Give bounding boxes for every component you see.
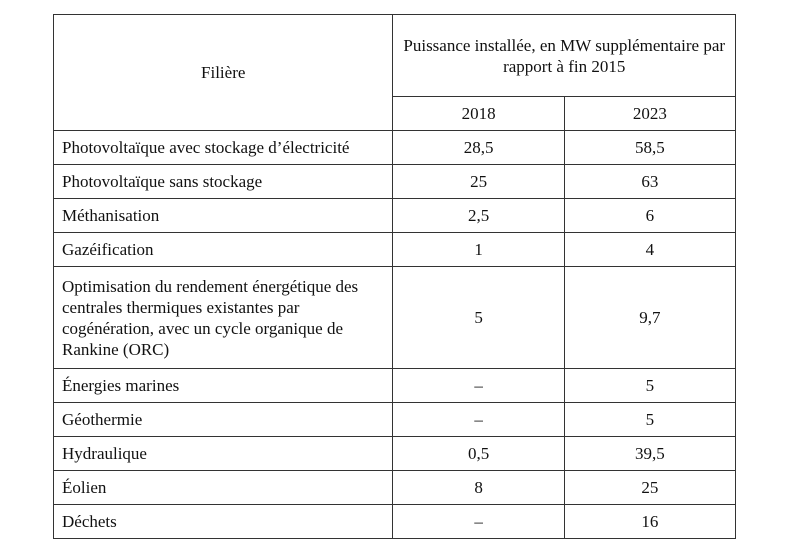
table-year-row: 2018 2023 — [54, 96, 737, 131]
row-value-2018: 8 — [392, 470, 565, 505]
energy-capacity-table: Filière Puissance installée, en MW suppl… — [52, 14, 737, 539]
row-filiere: Éolien — [52, 470, 394, 505]
row-value-2018: 28,5 — [392, 130, 565, 165]
table-row: Déchets – 16 — [52, 504, 737, 539]
table-row: Gazéification 1 4 — [52, 232, 737, 267]
row-value-2023: 6 — [563, 198, 737, 233]
table-header-row: Filière Puissance installée, en MW suppl… — [52, 14, 736, 131]
row-value-2023: 4 — [563, 232, 737, 267]
row-value-2023: 58,5 — [563, 130, 737, 165]
table-row: Éolien 8 25 — [52, 470, 737, 505]
row-filiere: Gazéification — [52, 232, 394, 267]
row-value-2018: 5 — [392, 266, 565, 369]
row-value-2023: 16 — [563, 504, 737, 539]
table-row: Photovoltaïque sans stockage 25 63 — [52, 164, 737, 199]
row-filiere: Photovoltaïque sans stockage — [52, 164, 394, 199]
row-filiere: Géothermie — [52, 402, 394, 437]
row-value-2018: – — [392, 368, 565, 403]
row-value-2018: 0,5 — [392, 436, 565, 471]
row-filiere: Hydraulique — [52, 436, 394, 471]
row-filiere: Optimisation du rendement énergétique de… — [52, 266, 394, 369]
row-value-2018: 1 — [392, 232, 565, 267]
row-filiere: Énergies marines — [52, 368, 394, 403]
table-row: Hydraulique 0,5 39,5 — [52, 436, 737, 471]
table-row: Photovoltaïque avec stockage d’électrici… — [52, 130, 737, 165]
row-value-2018: – — [392, 504, 565, 539]
row-value-2023: 5 — [563, 368, 737, 403]
table-row: Géothermie – 5 — [52, 402, 737, 437]
row-value-2018: 2,5 — [392, 198, 565, 233]
row-value-2023: 25 — [563, 470, 737, 505]
table-row: Énergies marines – 5 — [52, 368, 737, 403]
header-year-2018: 2018 — [392, 96, 565, 131]
energy-capacity-table-container: Filière Puissance installée, en MW suppl… — [52, 14, 737, 539]
header-puissance: Puissance installée, en MW supplémentair… — [392, 14, 736, 97]
row-value-2023: 9,7 — [563, 266, 737, 369]
header-year-2023: 2023 — [563, 96, 737, 131]
row-value-2018: 25 — [392, 164, 565, 199]
table-row: Optimisation du rendement énergétique de… — [52, 266, 737, 369]
row-value-2023: 39,5 — [563, 436, 737, 471]
table-row: Méthanisation 2,5 6 — [52, 198, 737, 233]
row-value-2023: 63 — [563, 164, 737, 199]
header-filiere: Filière — [52, 14, 394, 131]
row-filiere: Photovoltaïque avec stockage d’électrici… — [52, 130, 394, 165]
row-filiere: Déchets — [52, 504, 394, 539]
row-value-2023: 5 — [563, 402, 737, 437]
row-value-2018: – — [392, 402, 565, 437]
row-filiere: Méthanisation — [52, 198, 394, 233]
